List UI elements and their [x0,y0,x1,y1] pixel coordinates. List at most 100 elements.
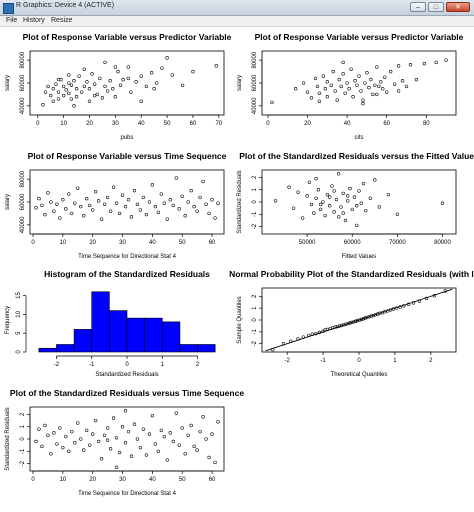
data-point [404,84,409,89]
data-point [281,342,286,346]
data-point [386,309,390,313]
x-tick-label: 50 [179,477,186,483]
data-point [352,195,357,199]
data-point [108,209,113,213]
y-tick-label: -1 [252,211,258,217]
histogram-bar [91,291,110,353]
data-point [377,205,381,209]
data-point [355,83,359,87]
data-point [126,198,131,202]
data-point [359,317,364,322]
data-point [359,201,363,205]
data-point [126,65,130,69]
maximize-button[interactable]: □ [428,2,444,12]
data-point [105,195,110,200]
plot-title: Plot of Response Variable versus Predict… [23,32,232,42]
data-point [177,443,181,447]
data-point [56,90,61,94]
menu-history[interactable]: History [23,17,45,24]
x-tick-label: 70000 [389,240,406,246]
data-point [34,206,38,210]
plot-title: Plot of the Standardized Residuals versu… [10,388,244,398]
histogram-bar [161,321,181,353]
data-point [116,69,120,74]
data-point [160,66,164,70]
data-point [314,196,318,200]
minimize-button[interactable]: – [410,2,426,12]
data-point [296,337,300,341]
data-point [344,322,348,326]
data-point [150,183,155,187]
y-tick-label: 10 [16,310,22,317]
data-point [111,416,116,420]
y-tick-label: 40000 [20,216,26,233]
data-point [64,88,68,92]
y-axis-label: Standardized Residuals [237,170,243,233]
data-point [321,200,325,204]
data-point [147,200,152,204]
data-point [67,81,71,85]
data-point [339,84,343,89]
data-point [347,87,351,91]
histogram-bar [144,317,163,353]
data-point [325,192,330,197]
y-axis-label: Sample Quantiles [237,296,243,343]
data-point [305,194,309,198]
data-point [67,449,71,453]
data-point [330,184,334,188]
x-tick-label: 60 [209,477,216,483]
data-point [301,335,305,339]
data-point [43,212,47,217]
data-point [87,87,92,91]
data-point [118,83,123,87]
data-point [373,313,378,317]
data-point [113,95,118,99]
data-point [388,308,393,312]
close-button[interactable]: ✕ [446,2,470,12]
data-point [114,201,119,205]
data-point [364,208,368,213]
data-point [82,214,86,218]
data-point [371,92,375,97]
data-point [377,84,381,89]
data-point [375,92,379,97]
data-point [343,91,347,95]
data-point [354,319,358,323]
y-tick-label: 60000 [20,193,26,210]
title-bar[interactable]: R Graphics: Device 4 (ACTIVE) – □ ✕ [0,0,474,16]
data-point [300,216,305,220]
data-point [73,201,77,205]
data-point [40,203,44,208]
x-tick-label: 80000 [434,240,451,246]
data-point [79,437,83,441]
x-axis-label: Standardized Residuals [95,372,158,378]
data-point [388,69,393,74]
data-point [92,82,97,86]
menu-file[interactable]: File [6,17,18,24]
plot-title: Histogram of the Standardized Residuals [44,269,210,279]
data-point [186,433,190,437]
data-point [417,299,422,303]
plot-frame [29,406,225,472]
x-tick-label: 20 [86,121,93,127]
data-point [396,89,401,93]
data-point [198,195,202,200]
x-tick-label: 80 [423,121,430,127]
menu-resize[interactable]: Resize [51,17,73,24]
data-point [316,188,321,192]
data-point [350,320,354,325]
data-point [56,77,61,82]
x-tick-label: 0 [266,121,270,127]
data-point [117,211,122,216]
data-point [296,190,300,194]
data-point [64,434,68,439]
data-point [325,80,330,84]
data-point [123,409,128,413]
data-point [395,212,400,216]
y-axis-label: Frequency [5,306,11,334]
data-point [339,205,343,209]
data-point [195,448,199,452]
x-axis-label: Fitted Values [342,254,377,260]
data-point [72,79,76,83]
